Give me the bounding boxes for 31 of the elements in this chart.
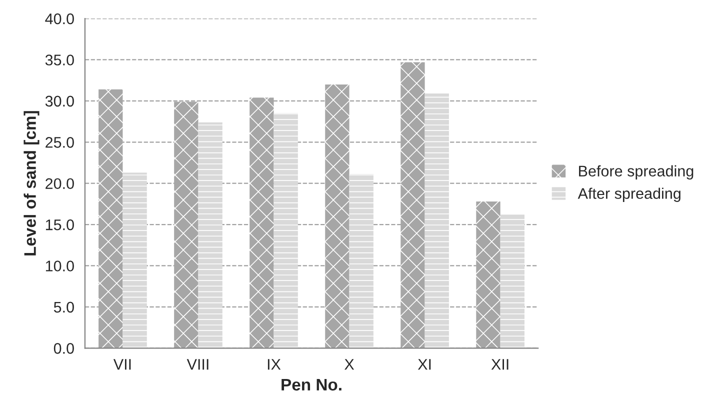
- bar: [98, 89, 123, 348]
- bar: [349, 174, 374, 348]
- bar: [400, 62, 425, 348]
- y-tick-label: 20.0: [46, 178, 74, 190]
- legend-label: Before spreading: [579, 165, 694, 180]
- y-tick-label: 5.0: [54, 302, 74, 313]
- x-tick-label: IX: [268, 359, 281, 370]
- bar: [424, 94, 449, 348]
- bar: [325, 84, 350, 348]
- bar: [250, 98, 274, 348]
- y-tick-label: 15.0: [46, 219, 74, 230]
- y-tick-label: 0.0: [54, 343, 74, 354]
- bar: [122, 172, 147, 348]
- y-axis-title: Level of sand [cm]: [24, 111, 40, 256]
- bar: [500, 214, 524, 348]
- bar: [274, 113, 298, 348]
- y-tick-label: 30.0: [45, 96, 74, 107]
- bar: [198, 122, 222, 348]
- y-tick-label: 10.0: [46, 260, 74, 272]
- x-tick-label: VIII: [186, 359, 208, 370]
- bar: [476, 201, 500, 348]
- y-tick-label: 25.0: [46, 137, 74, 148]
- x-axis-title: Pen No.: [282, 378, 342, 391]
- x-tick-label: XII: [491, 359, 508, 370]
- y-tick-label: 40.0: [45, 13, 74, 24]
- x-tick-label: XI: [418, 359, 431, 370]
- x-tick-label: X: [344, 359, 354, 370]
- x-tick-label: VII: [113, 359, 131, 370]
- legend-label: After spreading: [578, 188, 680, 202]
- y-tick-label: 35.0: [45, 54, 74, 66]
- bar: [174, 102, 198, 348]
